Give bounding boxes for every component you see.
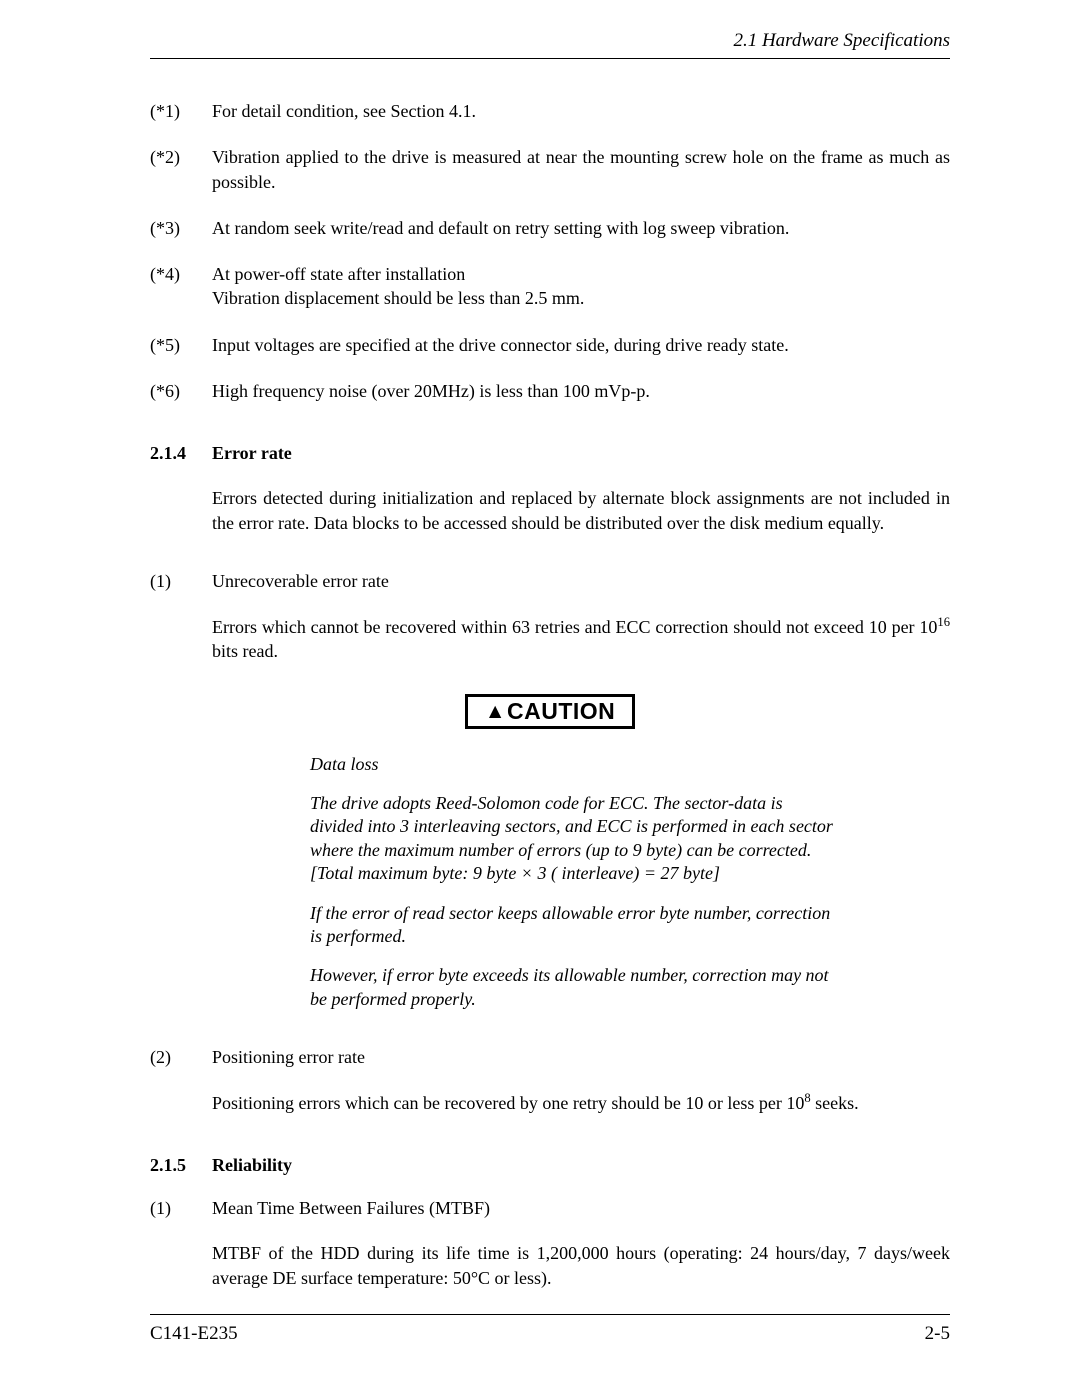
section-title: Error rate: [212, 443, 292, 464]
footnote-text-line1: At power-off state after installation: [212, 264, 465, 284]
footnote-label: (*3): [150, 216, 212, 240]
footnote-label: (*1): [150, 99, 212, 123]
caution-paragraph: The drive adopts Reed-Solomon code for E…: [310, 792, 840, 886]
footnote-3: (*3) At random seek write/read and defau…: [150, 216, 950, 240]
subsection-2: (2) Positioning error rate: [150, 1047, 950, 1068]
footnote-text: Input voltages are specified at the driv…: [212, 333, 950, 357]
page-footer: C141-E235 2-5: [150, 1314, 950, 1345]
subsection-label: (1): [150, 1198, 212, 1219]
footnote-6: (*6) High frequency noise (over 20MHz) i…: [150, 379, 950, 403]
body-text-pre: Positioning errors which can be recovere…: [212, 1093, 804, 1113]
footnote-text-line2: Vibration displacement should be less th…: [212, 286, 950, 310]
footer-page-number: 2-5: [925, 1323, 950, 1345]
footnote-text: At power-off state after installation Vi…: [212, 262, 950, 311]
section-title: Reliability: [212, 1155, 292, 1176]
section-intro: Errors detected during initialization an…: [212, 486, 950, 535]
subsection-title: Unrecoverable error rate: [212, 571, 950, 592]
section-number: 2.1.5: [150, 1155, 212, 1176]
caution-paragraph: However, if error byte exceeds its allow…: [310, 964, 840, 1011]
body-text-post: bits read.: [212, 641, 278, 661]
subsection-label: (2): [150, 1047, 212, 1068]
caution-label: CAUTION: [507, 698, 615, 724]
caution-badge: ▲CAUTION: [465, 694, 635, 729]
subsection-title: Positioning error rate: [212, 1047, 950, 1068]
footnote-label: (*4): [150, 262, 212, 311]
page-content: 2.1 Hardware Specifications (*1) For det…: [150, 30, 950, 1312]
subsection-title: Mean Time Between Failures (MTBF): [212, 1198, 950, 1219]
footnote-label: (*6): [150, 379, 212, 403]
footnote-label: (*2): [150, 145, 212, 194]
body-text-post: seeks.: [811, 1093, 859, 1113]
subsection-3: (1) Mean Time Between Failures (MTBF): [150, 1198, 950, 1219]
page-header: 2.1 Hardware Specifications: [150, 30, 950, 59]
footnote-text: High frequency noise (over 20MHz) is les…: [212, 379, 950, 403]
subsection-body: Positioning errors which can be recovere…: [212, 1090, 950, 1115]
subsection-body: Errors which cannot be recovered within …: [212, 614, 950, 664]
footer-doc-id: C141-E235: [150, 1323, 238, 1345]
warning-triangle-icon: ▲: [485, 700, 506, 724]
footnote-text: At random seek write/read and default on…: [212, 216, 950, 240]
footnote-5: (*5) Input voltages are specified at the…: [150, 333, 950, 357]
subsection-1: (1) Unrecoverable error rate: [150, 571, 950, 592]
footnote-text: For detail condition, see Section 4.1.: [212, 99, 950, 123]
footnote-label: (*5): [150, 333, 212, 357]
footnote-2: (*2) Vibration applied to the drive is m…: [150, 145, 950, 194]
caution-paragraph: If the error of read sector keeps allowa…: [310, 902, 840, 949]
section-heading-215: 2.1.5 Reliability: [150, 1155, 950, 1176]
footnote-4: (*4) At power-off state after installati…: [150, 262, 950, 311]
footnote-text: Vibration applied to the drive is measur…: [212, 145, 950, 194]
body-text-pre: Errors which cannot be recovered within …: [212, 617, 937, 637]
section-number: 2.1.4: [150, 443, 212, 464]
caution-callout: Data loss The drive adopts Reed-Solomon …: [310, 753, 840, 1012]
subsection-body: MTBF of the HDD during its life time is …: [212, 1241, 950, 1290]
section-heading-214: 2.1.4 Error rate: [150, 443, 950, 464]
footnote-1: (*1) For detail condition, see Section 4…: [150, 99, 950, 123]
caution-heading: Data loss: [310, 753, 840, 776]
body-exponent: 16: [937, 615, 950, 629]
subsection-label: (1): [150, 571, 212, 592]
